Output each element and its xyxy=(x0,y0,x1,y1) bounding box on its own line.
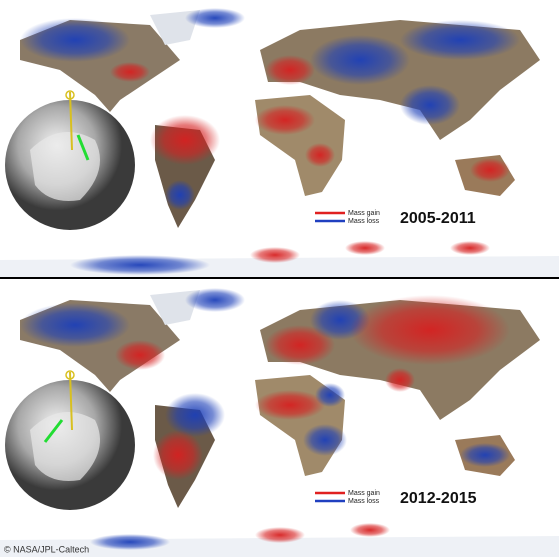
legend-loss: Mass loss xyxy=(348,218,380,225)
panel-2005-2011: Mass gain Mass loss 2005-2011 xyxy=(0,8,559,277)
period-label: 2012-2015 xyxy=(400,490,477,507)
panel-2012-2015: Mass gain Mass loss 2012-2015 xyxy=(0,288,559,557)
period-label: 2005-2011 xyxy=(400,210,476,227)
legend-gain: Mass gain xyxy=(348,210,380,217)
legend-gain: Mass gain xyxy=(348,490,380,497)
legend-loss: Mass loss xyxy=(348,498,380,505)
credit: © NASA/JPL-Caltech xyxy=(4,544,89,554)
